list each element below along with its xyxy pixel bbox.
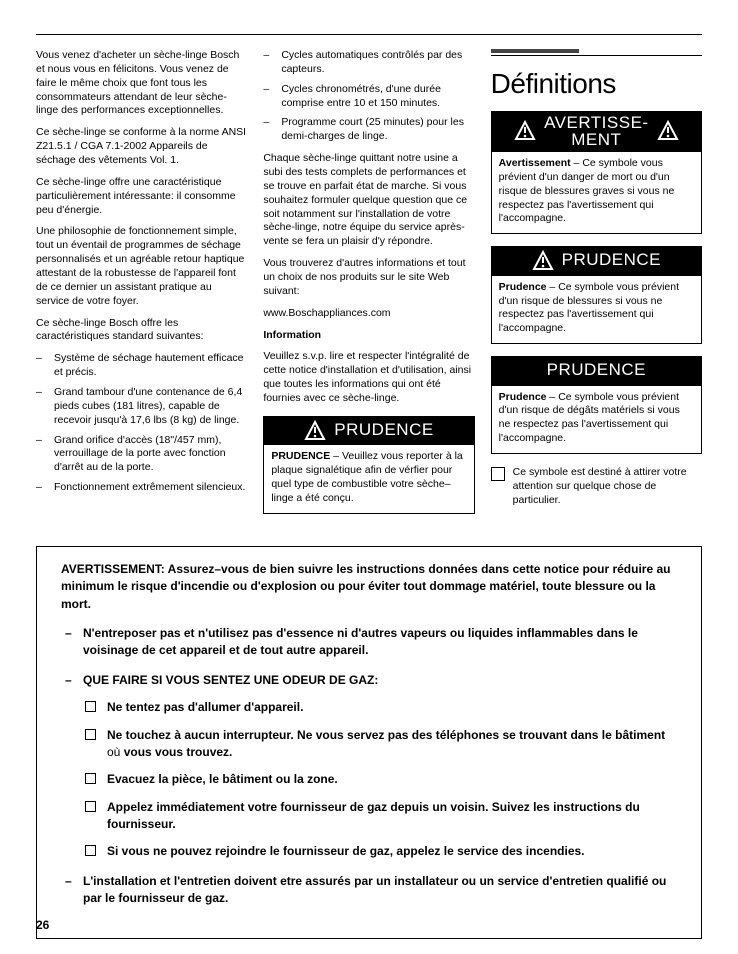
web-intro: Vous trouverez d'autres informations et … <box>263 257 474 299</box>
prudence-injury-header: PRUDENCE <box>491 246 702 274</box>
prudence-injury-pre: Prudence <box>499 281 547 293</box>
gas-step: Ne tentez pas d'allumer d'appareil. <box>83 699 677 716</box>
intro-para-1: Vous venez d'acheter un sèche-linge Bosc… <box>36 49 247 118</box>
feature-item: Grand tambour d'une contenance de 6,4 pi… <box>36 386 247 428</box>
column-1: Vous venez d'acheter un sèche-linge Bosc… <box>36 49 247 526</box>
column-2: Cycles automatiques contrôlés par des ca… <box>263 49 474 526</box>
warning-list: N'entreposer pas et n'utilisez pas d'ess… <box>61 625 677 908</box>
avertissement-label-l2: MENT <box>571 130 621 149</box>
feature-item: Système de séchage hautement efficace et… <box>36 352 247 380</box>
prudence-body-pre: PRUDENCE <box>271 450 330 462</box>
attention-symbol-row: Ce symbole est destiné à attirer votre a… <box>491 466 702 508</box>
gas-steps-list: Ne tentez pas d'allumer d'appareil. Ne t… <box>83 699 677 861</box>
gas-step: Appelez immédiatement votre fournisseur … <box>83 799 677 834</box>
intro-para-3: Ce sèche-linge offre une caractéristique… <box>36 176 247 218</box>
prudence-label: PRUDENCE <box>334 419 433 441</box>
cycle-list: Cycles automatiques contrôlés par des ca… <box>263 49 474 144</box>
feature-list: Système de séchage hautement efficace et… <box>36 352 247 495</box>
prudence-body-box: PRUDENCE – Veuillez vous reporter à la p… <box>263 444 474 513</box>
page-number: 26 <box>36 918 49 932</box>
cycle-item: Cycles chronométrés, d'une durée compris… <box>263 83 474 111</box>
warning-triangle-icon <box>514 120 536 141</box>
warning-triangle-icon <box>657 120 679 141</box>
warning-lead: AVERTISSEMENT: Assurez–vous de bien suiv… <box>61 561 677 613</box>
information-body: Veuillez s.v.p. lire et respecter l'inté… <box>263 350 474 405</box>
prudence-callout: PRUDENCE PRUDENCE – Veuillez vous report… <box>263 416 474 514</box>
intro-para-4: Une philosophie de fonctionnement simple… <box>36 225 247 308</box>
prudence-material-label: PRUDENCE <box>547 359 646 381</box>
cycle-item: Programme court (25 minutes) pour les de… <box>263 116 474 144</box>
intro-para-2: Ce sèche-linge se conforme à la norme AN… <box>36 126 247 168</box>
prudence-material-callout: PRUDENCE Prudence – Ce symbole vous prév… <box>491 356 702 454</box>
avertissement-callout: AVERTISSE- MENT Avertissement – Ce symbo… <box>491 111 702 234</box>
attention-text: Ce symbole est destiné à attirer votre a… <box>513 466 702 508</box>
gas-step: Ne touchez à aucun interrupteur. Ne vous… <box>83 727 677 762</box>
feature-item: Grand orifice d'accès (18"/457 mm), verr… <box>36 434 247 476</box>
web-url: www.Boschappliances.com <box>263 307 474 321</box>
warning-item: L'installation et l'entretien doivent et… <box>61 873 677 908</box>
avertissement-pre: Avertissement <box>499 157 571 169</box>
cycle-item: Cycles automatiques contrôlés par des ca… <box>263 49 474 77</box>
gas-step: Evacuez la pièce, le bâtiment ou la zone… <box>83 771 677 788</box>
avertissement-header: AVERTISSE- MENT <box>491 111 702 151</box>
prudence-injury-callout: PRUDENCE Prudence – Ce symbole vous prév… <box>491 246 702 344</box>
warning-triangle-icon <box>304 420 326 441</box>
warning-item: N'entreposer pas et n'utilisez pas d'ess… <box>61 625 677 660</box>
intro-para-5: Ce sèche-linge Bosch offre les caractéri… <box>36 317 247 345</box>
definitions-title: Définitions <box>491 66 702 103</box>
gas-step: Si vous ne pouvez rejoindre le fournisse… <box>83 843 677 860</box>
service-para: Chaque sèche-linge quittant notre usine … <box>263 152 474 249</box>
gas-odor-heading: QUE FAIRE SI VOUS SENTEZ UNE ODEUR DE GA… <box>83 673 378 687</box>
information-heading: Information <box>263 329 474 343</box>
warning-triangle-icon <box>532 250 554 271</box>
feature-item: Fonctionnement extrêmement silencieux. <box>36 481 247 495</box>
prudence-injury-body-box: Prudence – Ce symbole vous prévient d'un… <box>491 275 702 344</box>
checkbox-icon <box>491 467 505 481</box>
prudence-injury-label: PRUDENCE <box>562 249 661 271</box>
column-3: Définitions AVERTISSE- MENT Avertissemen… <box>491 49 702 526</box>
prudence-material-pre: Prudence <box>499 391 547 403</box>
prudence-material-header: PRUDENCE <box>491 356 702 384</box>
warning-item: QUE FAIRE SI VOUS SENTEZ UNE ODEUR DE GA… <box>61 672 677 861</box>
prudence-header: PRUDENCE <box>263 416 474 444</box>
warning-box: AVERTISSEMENT: Assurez–vous de bien suiv… <box>36 546 702 939</box>
prudence-material-body-box: Prudence – Ce symbole vous prévient d'un… <box>491 385 702 454</box>
avertissement-body-box: Avertissement – Ce symbole vous prévient… <box>491 151 702 234</box>
